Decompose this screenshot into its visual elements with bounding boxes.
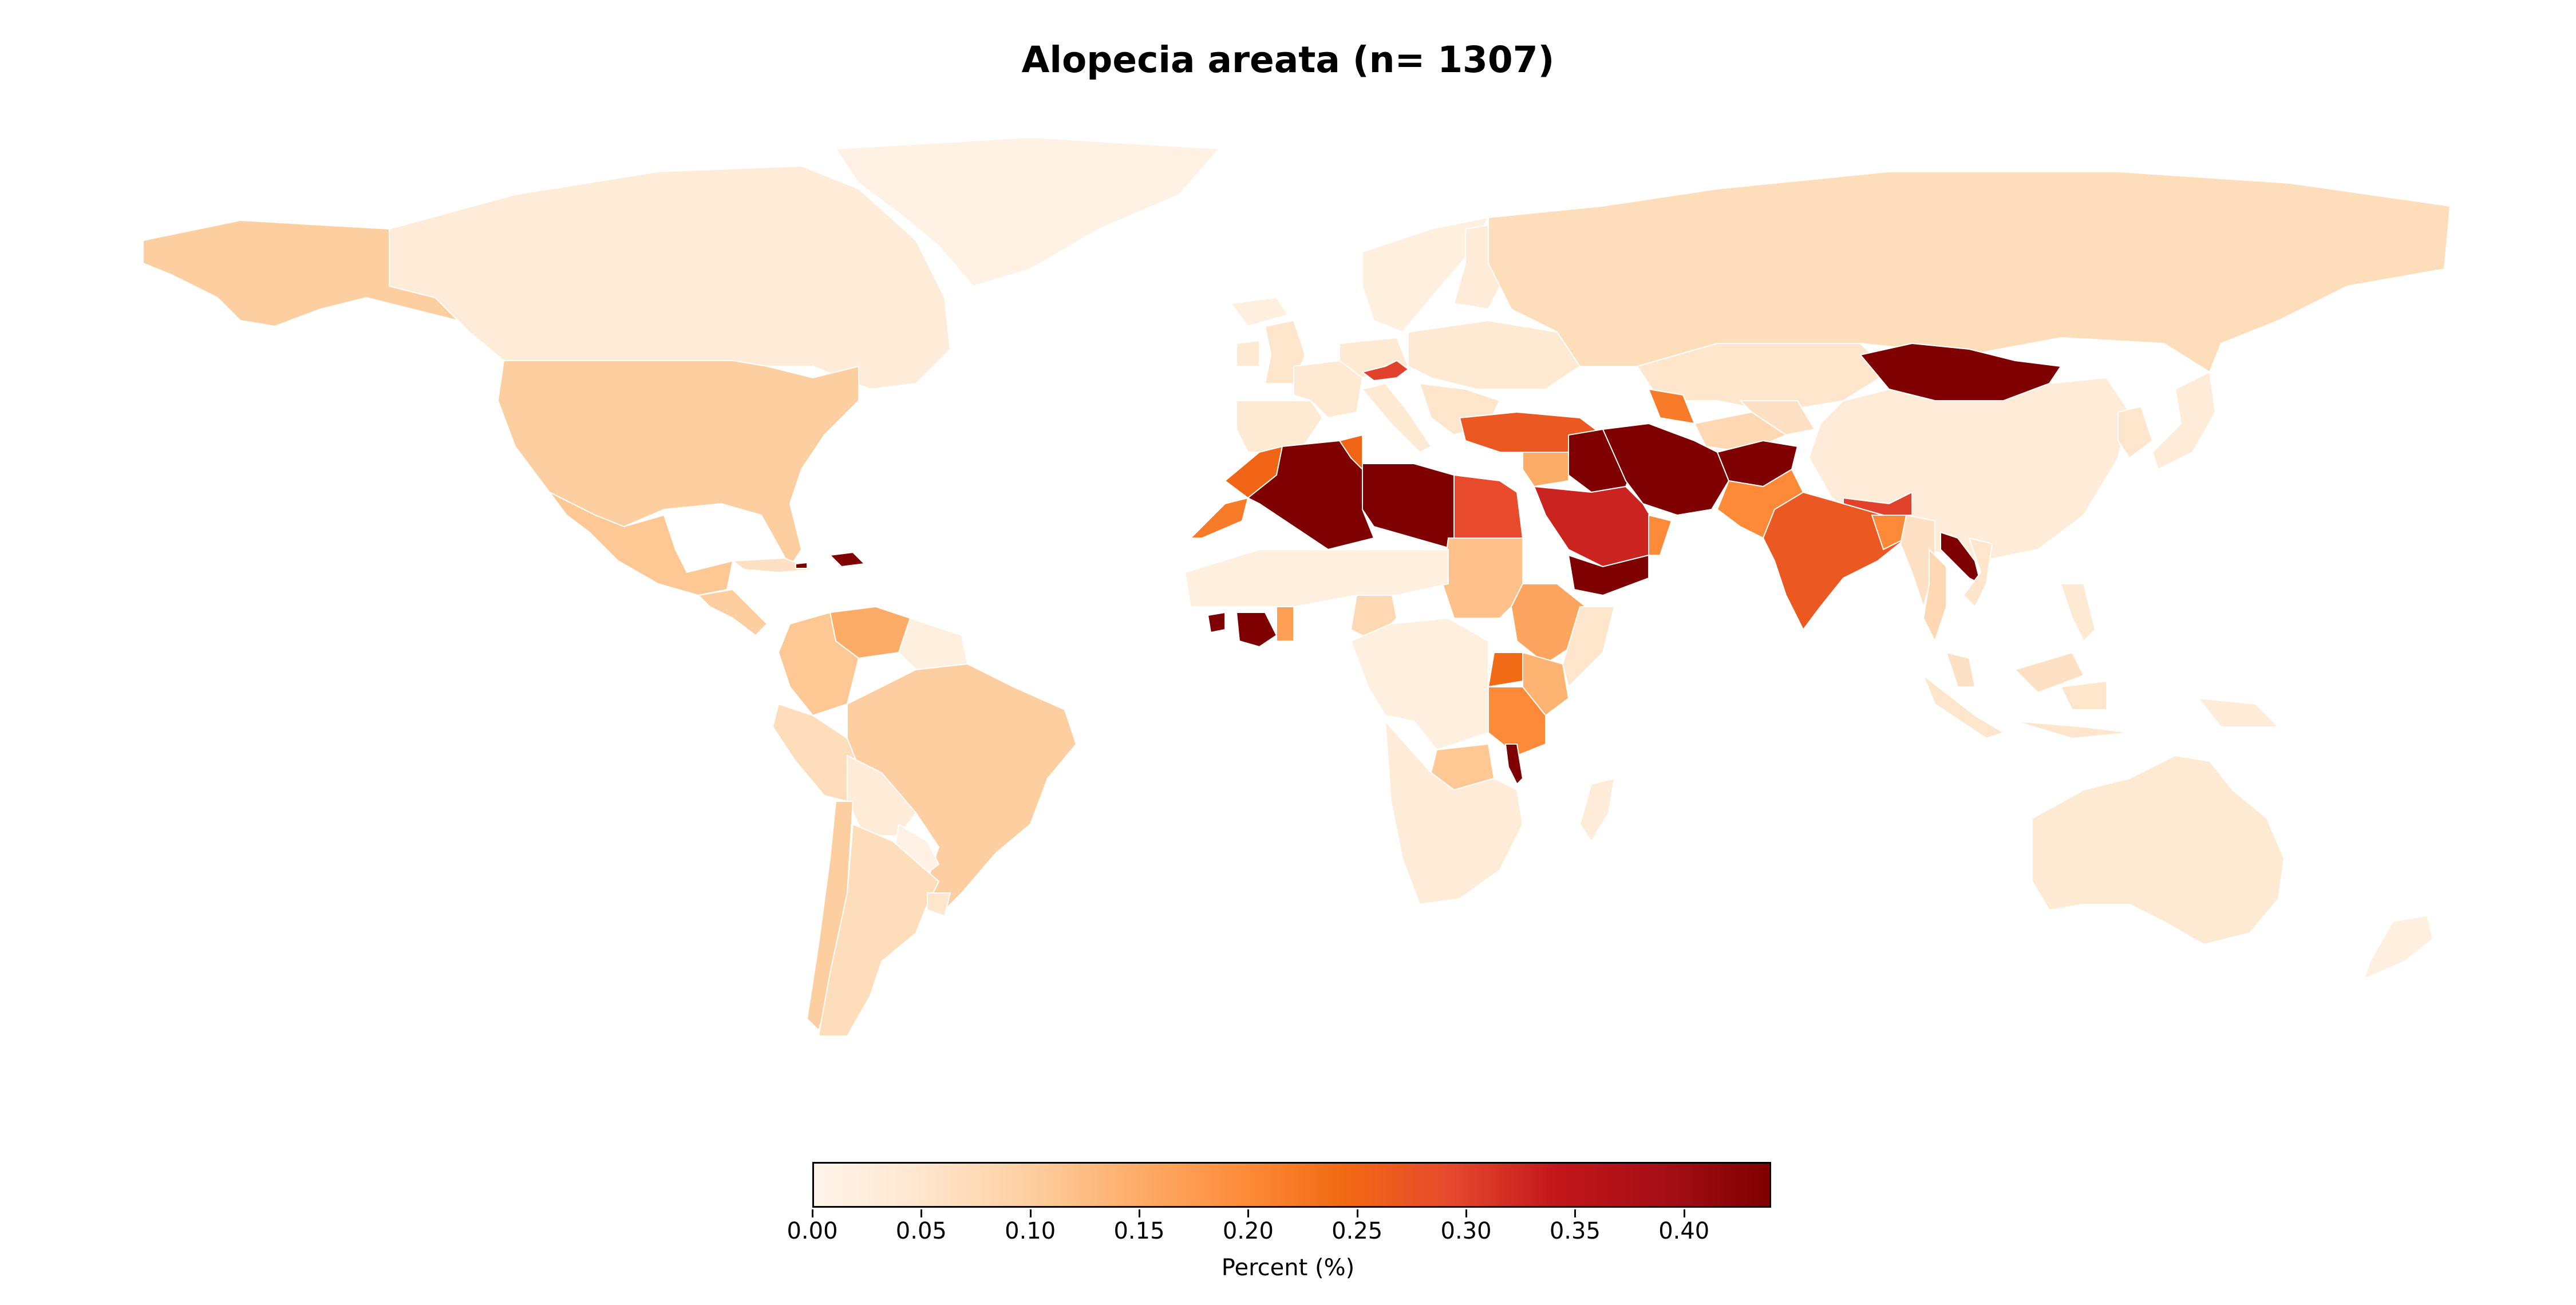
colorbar-tick bbox=[1356, 1209, 1358, 1217]
country-greenland: Greenland bbox=[835, 136, 1221, 287]
country-chile: Chile bbox=[806, 801, 854, 1031]
colorbar-tick-label: 0.00 bbox=[787, 1218, 838, 1244]
colorbar-tick-label: 0.10 bbox=[1005, 1218, 1056, 1244]
country-eastern-europe: Eastern Europe bbox=[1408, 319, 1581, 390]
country-sudan: Sudan bbox=[1441, 537, 1523, 619]
country-papua-new-guinea: Papua New Guinea bbox=[2196, 697, 2280, 727]
country-madagascar: Madagascar bbox=[1579, 777, 1615, 843]
country-austria: Austria bbox=[1361, 359, 1409, 382]
country-western-sahara: Western Sahara bbox=[1189, 497, 1249, 539]
country-oman: Oman bbox=[1648, 514, 1673, 556]
country-central-america: Central America bbox=[697, 588, 768, 636]
country-argentina: Argentina bbox=[817, 823, 940, 1037]
country-ireland: Ireland bbox=[1236, 339, 1260, 367]
country-hispaniola: Hispaniola bbox=[795, 551, 866, 569]
country-philippines: Philippines bbox=[2060, 583, 2096, 642]
colorbar-tick bbox=[812, 1209, 813, 1217]
country-cote-divoire: Cote d'Ivoire bbox=[1235, 612, 1278, 648]
colorbar-tick-label: 0.05 bbox=[895, 1218, 947, 1244]
country-uzbekistan: Uzbekistan bbox=[1739, 400, 1816, 436]
country-indonesia: Indonesia bbox=[1922, 673, 2130, 739]
country-egypt: Egypt bbox=[1453, 474, 1524, 539]
country-canada: Canada bbox=[389, 165, 951, 390]
country-united-states: United States bbox=[497, 360, 859, 568]
country-uganda: Uganda bbox=[1487, 652, 1523, 688]
country-guianas: Guianas bbox=[898, 617, 969, 671]
colorbar-tick bbox=[1029, 1209, 1032, 1217]
country-southern-africa: Southern Africa bbox=[1384, 719, 1524, 905]
country-italy: Italy bbox=[1361, 382, 1432, 453]
colorbar-tick-label: 0.20 bbox=[1222, 1218, 1274, 1244]
colorbar-tick bbox=[920, 1209, 923, 1217]
country-alaska: Alaska bbox=[143, 219, 460, 327]
country-libya: Libya bbox=[1362, 463, 1455, 551]
colorbar-tick-label: 0.15 bbox=[1113, 1218, 1165, 1244]
colorbar-tick bbox=[1247, 1209, 1250, 1217]
colorbar bbox=[812, 1162, 1771, 1208]
colorbar-tick-label: 0.30 bbox=[1440, 1218, 1492, 1244]
country-peru: Peru bbox=[772, 703, 860, 802]
country-nepal: Nepal bbox=[1843, 491, 1913, 516]
colorbar-tick bbox=[1683, 1209, 1685, 1217]
country-thailand: Thailand bbox=[1922, 548, 1947, 643]
country-vietnam: Vietnam bbox=[1962, 537, 1993, 608]
country-ethiopia: Ethiopia bbox=[1510, 583, 1587, 665]
country-scandinavia: Scandinavia bbox=[1362, 216, 1490, 333]
colorbar-tick bbox=[1139, 1209, 1141, 1217]
colorbar-tick bbox=[1465, 1209, 1468, 1217]
country-iran: Iran bbox=[1602, 422, 1730, 516]
country-guinea: Guinea bbox=[1207, 611, 1226, 634]
country-central-africa: Central Africa bbox=[1350, 617, 1489, 751]
country-myanmar: Myanmar bbox=[1899, 514, 1935, 609]
country-mexico: Mexico bbox=[549, 492, 734, 596]
country-ghana: Ghana bbox=[1276, 606, 1294, 642]
country-malaysia: Malaysia bbox=[1945, 651, 2085, 694]
country-new-zealand: New Zealand bbox=[2363, 915, 2434, 980]
country-australia: Australia bbox=[2032, 754, 2285, 946]
chart-title: Alopecia areata (n= 1307) bbox=[1021, 39, 1555, 81]
country-russia: Russia bbox=[1488, 171, 2451, 373]
country-malawi: Malawi bbox=[1504, 744, 1524, 785]
colorbar-tick-label: 0.35 bbox=[1549, 1218, 1601, 1244]
country-korea: Korea bbox=[2117, 405, 2154, 459]
country-cuba: Cuba bbox=[731, 557, 813, 574]
colorbar-tick-label: 0.25 bbox=[1332, 1218, 1383, 1244]
country-uruguay: Uruguay bbox=[927, 892, 951, 917]
country-yemen: Yemen bbox=[1567, 554, 1649, 596]
colorbar-tick-label: 0.40 bbox=[1658, 1218, 1710, 1244]
country-somalia: Somalia bbox=[1562, 606, 1615, 688]
colorbar-tick bbox=[1574, 1209, 1577, 1217]
country-japan: Japan bbox=[2151, 371, 2217, 470]
country-syria: Syria bbox=[1522, 452, 1569, 488]
colorbar-label: Percent (%) bbox=[1221, 1255, 1355, 1281]
country-iceland: Iceland bbox=[1230, 296, 1289, 327]
country-sahel: Sahel bbox=[1184, 549, 1449, 607]
